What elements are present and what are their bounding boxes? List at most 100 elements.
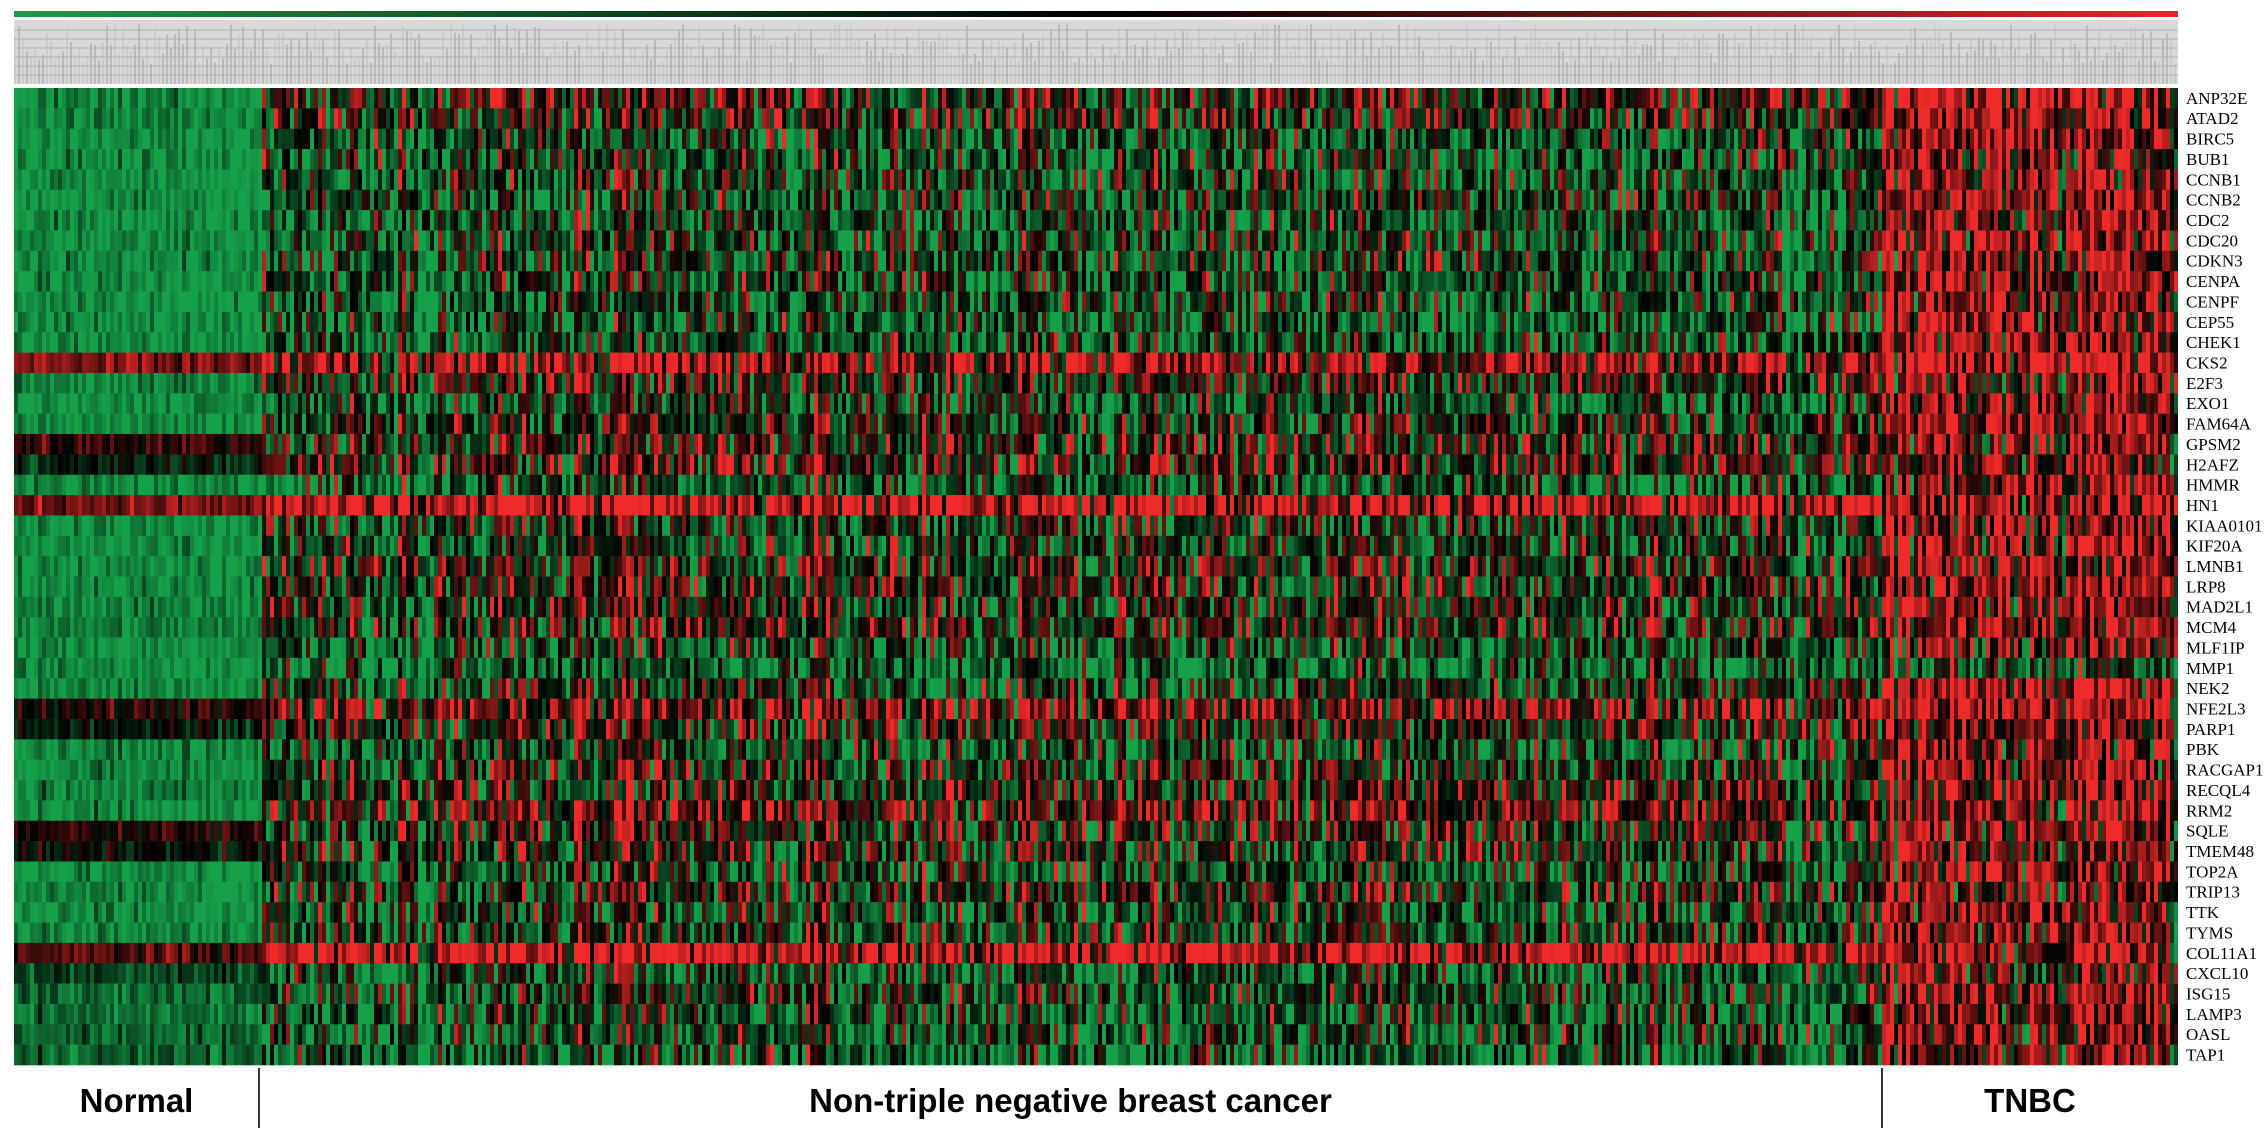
heatmap-cell [450,190,454,211]
heatmap-cell [1890,108,1894,129]
heatmap-cell [1110,88,1114,109]
heatmap-cell [470,251,474,272]
heatmap-cell [806,230,810,251]
heatmap-cell [886,169,890,190]
heatmap-cell [1506,108,1510,129]
heatmap-cell [1858,129,1862,150]
heatmap-cell [194,190,198,211]
heatmap-cell [526,169,530,190]
heatmap-cell [1938,190,1942,211]
heatmap-cell [690,129,694,150]
heatmap-cell [1154,129,1158,150]
heatmap-cell [562,230,566,251]
heatmap-cell [370,251,374,272]
heatmap-cell [90,108,94,129]
heatmap-cell [282,251,286,272]
heatmap-cell [1850,210,1854,231]
heatmap-cell [698,129,702,150]
heatmap-cell [806,108,810,129]
heatmap-cell [1414,230,1418,251]
heatmap-cell [1390,129,1394,150]
heatmap-cell [1478,149,1482,170]
heatmap-cell [690,210,694,231]
heatmap-cell [522,129,526,150]
heatmap-cell [358,88,362,109]
heatmap-cell [846,251,850,272]
heatmap-cell [86,190,94,211]
heatmap-cell [338,251,342,272]
heatmap-cell [1638,88,1642,109]
heatmap-cell [1826,108,1830,129]
heatmap-cell [630,251,634,272]
heatmap-cell [1242,190,1246,211]
heatmap-cell [1178,149,1182,170]
heatmap-cell [2006,88,2010,109]
heatmap-cell [1802,169,1806,190]
heatmap-cell [514,149,518,170]
heatmap-cell [442,129,446,150]
heatmap-cell [1558,88,1562,109]
heatmap-cell [1634,230,1638,251]
heatmap-cell [354,149,358,170]
heatmap-cell [1482,108,1486,129]
heatmap-cell [1658,149,1662,170]
heatmap-cell [1686,230,1690,251]
heatmap-cell [314,251,318,272]
heatmap-cell [318,210,322,231]
heatmap-cell [1586,190,1590,211]
heatmap-cell [250,169,254,190]
heatmap-cell [1566,149,1570,170]
heatmap-cell [234,88,238,109]
heatmap-cell [1194,210,1198,231]
heatmap-cell [354,129,358,150]
heatmap-cell [1906,129,1910,150]
heatmap-cell [1218,210,1222,231]
heatmap-cell [1158,190,1162,211]
heatmap-cell [746,88,750,109]
heatmap-cell [758,169,762,190]
heatmap-cell [494,210,498,231]
heatmap-cell [434,169,438,190]
heatmap-cell [2030,149,2034,170]
heatmap-cell [1682,210,1686,231]
heatmap-cell [1286,230,1290,251]
heatmap-cell [1850,169,1854,190]
heatmap-cell [1466,129,1470,150]
heatmap-cell [566,251,570,272]
heatmap-cell [362,230,366,251]
heatmap-cell [626,108,630,129]
heatmap-cell [270,88,274,109]
heatmap-cell [890,108,894,129]
heatmap-cell [866,149,870,170]
heatmap-cell [470,88,474,109]
heatmap-cell [1790,88,1794,109]
heatmap-cell [1970,230,1974,251]
heatmap-cell [366,230,370,251]
heatmap-cell [1934,129,1938,150]
heatmap-cell [810,251,814,272]
heatmap-cell [1646,108,1650,129]
heatmap-cell [1166,108,1170,129]
heatmap-cell [234,251,238,272]
heatmap-cell [762,108,766,129]
heatmap-cell [710,129,714,150]
heatmap-cell [1782,108,1786,129]
heatmap-cell [646,169,650,190]
heatmap-cell [946,149,950,170]
heatmap-cell [1074,190,1078,211]
heatmap-cell [38,129,42,150]
heatmap-cell [1770,210,1774,231]
heatmap-cell [1982,169,1986,190]
heatmap-cell [1026,210,1030,231]
heatmap-cell [674,149,678,170]
heatmap-cell [1454,88,1458,109]
heatmap-cell [2070,88,2074,109]
heatmap-cell [1086,210,1090,231]
heatmap-cell [814,251,818,272]
heatmap-cell [1498,129,1502,150]
heatmap-cell [358,251,362,272]
heatmap-cell [130,210,134,231]
heatmap-cell [22,149,26,170]
heatmap-cell [662,88,666,109]
heatmap-cell [1026,190,1030,211]
